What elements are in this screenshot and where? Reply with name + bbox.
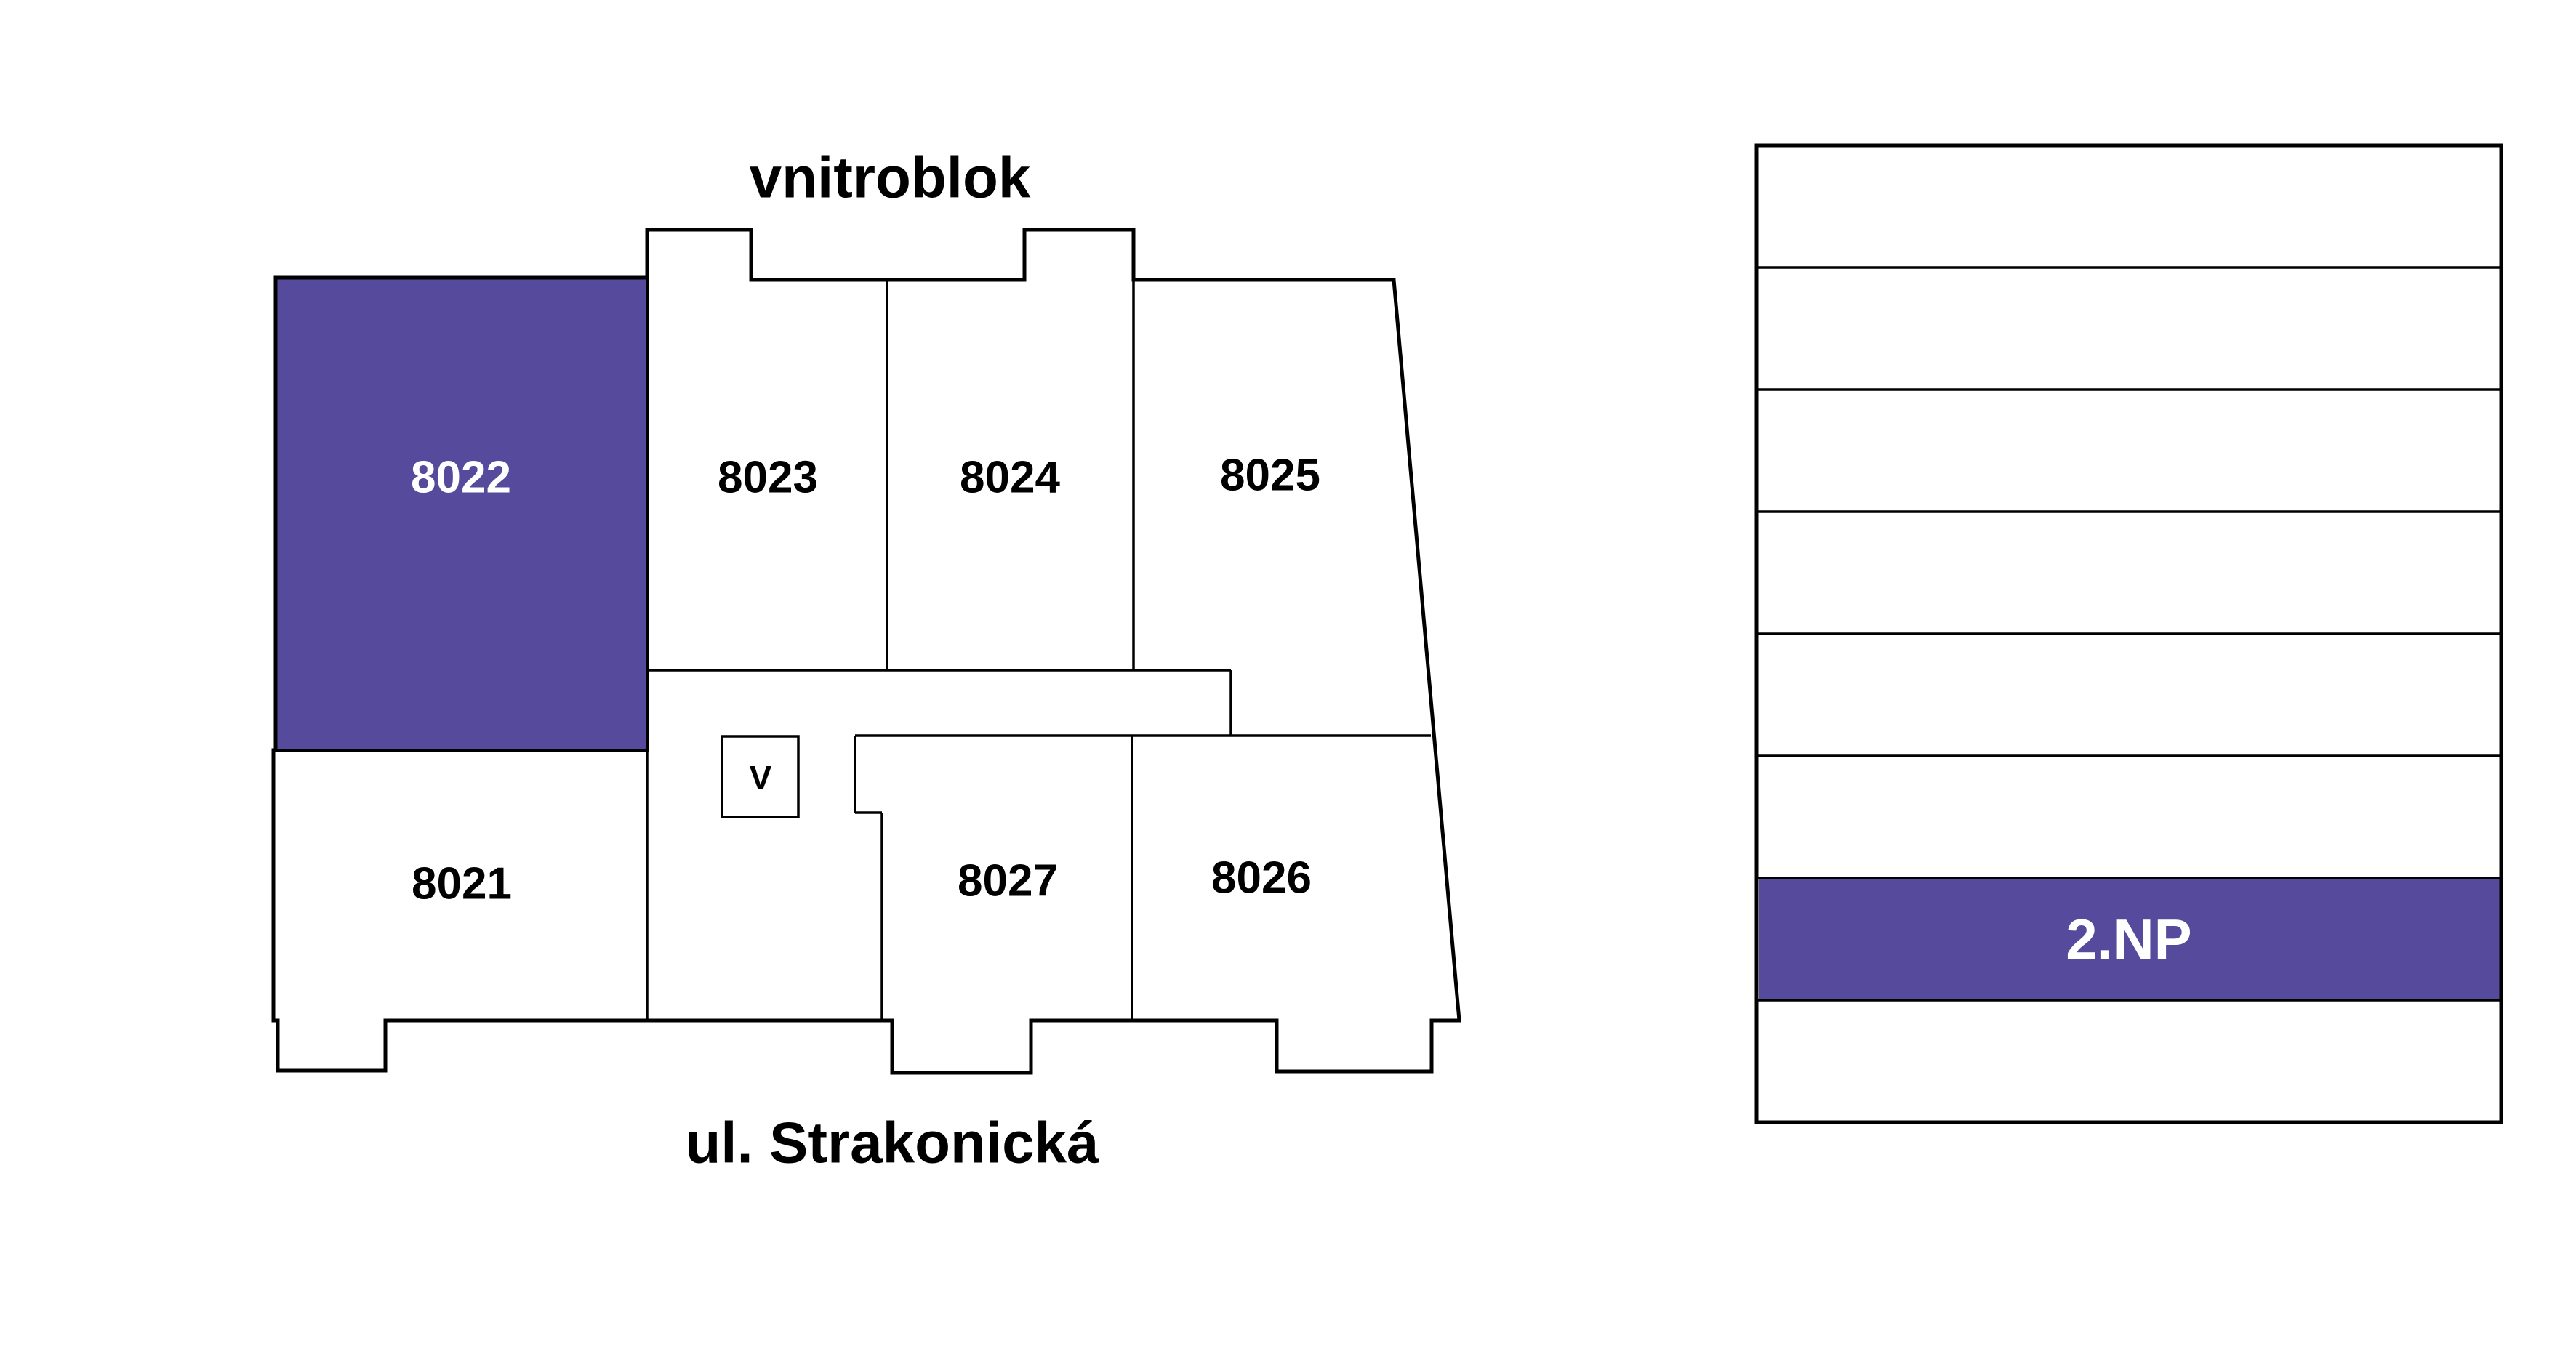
floor-row-6[interactable]	[1757, 756, 2501, 878]
unit-8025-label: 8025	[1220, 451, 1320, 501]
courtyard-label: vnitroblok	[750, 145, 1031, 210]
floor-row-3[interactable]	[1757, 390, 2501, 512]
floor-dividers	[1757, 266, 2501, 1002]
unit-8021-label: 8021	[412, 859, 512, 909]
unit-8025[interactable]	[1133, 280, 1431, 736]
interior-walls	[273, 280, 1431, 1020]
unit-8027-label: 8027	[958, 856, 1058, 906]
floor-row-1[interactable]	[1757, 145, 2501, 267]
elevator: V	[721, 735, 800, 818]
unit-8024[interactable]	[887, 230, 1133, 670]
floorplan: vnitroblok ul. Strakonická	[271, 145, 1461, 1175]
selected-floor-label: 2.NP	[2066, 907, 2191, 971]
floor-row-5[interactable]	[1757, 634, 2501, 756]
floor-row-2[interactable]	[1757, 267, 2501, 390]
floor-row-8[interactable]	[1757, 1000, 2501, 1122]
unit-8022-label: 8022	[411, 453, 511, 503]
unit-8023-label: 8023	[718, 453, 818, 503]
street-label: ul. Strakonická	[685, 1111, 1099, 1175]
unit-8024-label: 8024	[960, 453, 1060, 503]
unit-8026-label: 8026	[1211, 853, 1312, 903]
floor-selector: 2.NP	[1754, 143, 2503, 1124]
elevator-letter: V	[750, 759, 772, 797]
elevator-box	[721, 735, 800, 818]
building-outline	[271, 227, 1461, 1075]
floor-row-4[interactable]	[1757, 512, 2501, 634]
unit-8023[interactable]	[647, 230, 887, 670]
floor-row-selected-highlight	[1759, 878, 2500, 1000]
unit-8022[interactable]	[274, 276, 649, 752]
